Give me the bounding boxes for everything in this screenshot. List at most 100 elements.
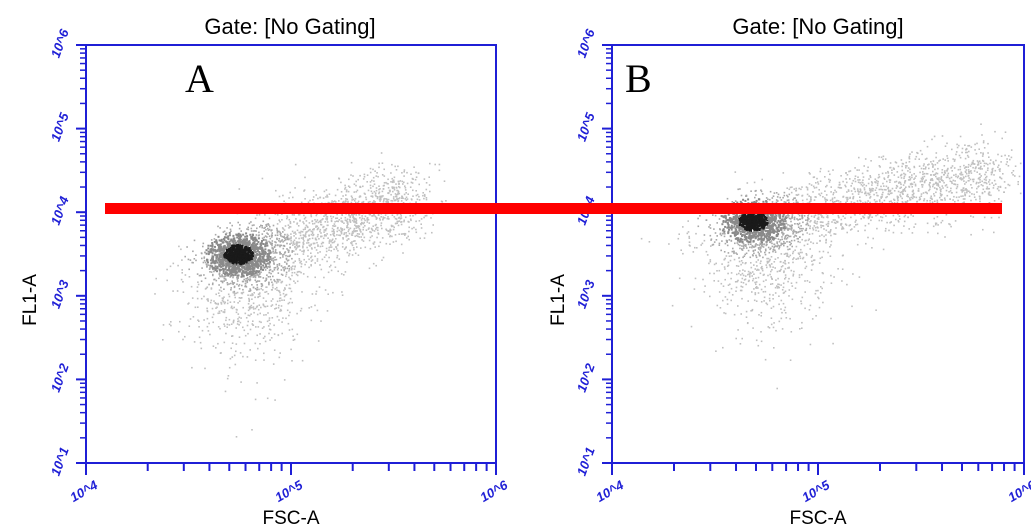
scatter-point [206, 286, 209, 288]
scatter-point [284, 267, 287, 270]
scatter-point [293, 250, 295, 252]
scatter-point [303, 251, 305, 253]
scatter-point [804, 280, 806, 282]
scatter-point [214, 233, 217, 236]
scatter-point [889, 189, 892, 192]
scatter-point [270, 289, 273, 291]
scatter-point [311, 220, 313, 223]
scatter-point [241, 265, 243, 268]
scatter-point [842, 227, 845, 230]
scatter-point [343, 200, 345, 203]
scatter-point [218, 273, 221, 276]
scatter-point [787, 234, 789, 237]
scatter-point [218, 295, 221, 297]
scatter-point [878, 199, 881, 201]
scatter-point [257, 293, 260, 296]
scatter-point [753, 252, 755, 255]
scatter-point [232, 320, 235, 323]
scatter-point [364, 193, 366, 195]
scatter-point [327, 271, 330, 274]
scatter-point [260, 259, 262, 262]
scatter-point [274, 308, 276, 310]
scatter-point [220, 248, 223, 251]
scatter-point [259, 261, 262, 264]
scatter-point [317, 197, 319, 200]
scatter-point [320, 232, 322, 234]
scatter-point [374, 215, 376, 218]
scatter-point [936, 201, 939, 203]
scatter-point [443, 180, 446, 182]
scatter-point [319, 196, 322, 199]
scatter-point [231, 273, 234, 276]
scatter-point [312, 196, 315, 198]
scatter-point [330, 215, 332, 218]
scatter-point [805, 254, 808, 256]
scatter-point [320, 235, 322, 238]
scatter-point [266, 244, 269, 247]
scatter-point [256, 284, 258, 286]
scatter-point [331, 201, 333, 204]
scatter-point [303, 235, 305, 237]
scatter-point [750, 272, 752, 275]
scatter-point [297, 270, 300, 273]
scatter-point [788, 193, 791, 196]
scatter-point [308, 222, 311, 224]
scatter-point [284, 252, 286, 254]
scatter-point [197, 319, 199, 321]
scatter-point [745, 283, 747, 286]
scatter-point [377, 214, 380, 216]
scatter-point [340, 227, 342, 229]
scatter-point [235, 268, 238, 271]
scatter-point [307, 255, 309, 257]
scatter-point [403, 169, 406, 171]
scatter-point [261, 225, 263, 227]
scatter-point [292, 240, 295, 243]
scatter-point [244, 283, 247, 285]
scatter-point [325, 218, 327, 220]
scatter-point [908, 157, 911, 160]
scatter-point [252, 238, 255, 241]
scatter-point [296, 333, 299, 336]
scatter-point [324, 221, 327, 223]
scatter-point [959, 173, 961, 175]
scatter-point [356, 233, 359, 235]
scatter-point [810, 215, 813, 218]
scatter-point [219, 262, 222, 264]
scatter-point [274, 252, 277, 254]
scatter-point [285, 273, 288, 276]
scatter-point [327, 293, 329, 295]
scatter-point [254, 272, 257, 275]
scatter-point [330, 269, 333, 272]
scatter-point [834, 189, 836, 192]
scatter-point [184, 255, 186, 258]
scatter-point [283, 235, 285, 238]
scatter-point [967, 169, 970, 171]
scatter-point [735, 230, 738, 233]
scatter-point [343, 274, 345, 276]
scatter-point [238, 324, 240, 326]
scatter-point [770, 317, 773, 319]
scatter-point [392, 228, 395, 231]
scatter-point [784, 242, 786, 244]
scatter-point [872, 237, 874, 240]
scatter-point [420, 218, 423, 220]
scatter-point [221, 280, 224, 283]
scatter-point [236, 258, 239, 261]
scatter-point [733, 252, 735, 255]
scatter-point [354, 198, 357, 200]
scatter-point [325, 214, 327, 216]
scatter-point [331, 238, 334, 241]
scatter-point [733, 225, 736, 228]
scatter-point [305, 224, 308, 227]
scatter-point [230, 238, 233, 241]
scatter-point [249, 262, 252, 265]
scatter-point [224, 254, 227, 257]
scatter-point [275, 241, 277, 244]
scatter-point [403, 171, 405, 173]
scatter-point [923, 181, 926, 184]
scatter-point [234, 296, 236, 299]
scatter-point [753, 273, 755, 275]
scatter-point [880, 188, 882, 191]
scatter-point [288, 287, 290, 290]
scatter-point [262, 277, 265, 279]
